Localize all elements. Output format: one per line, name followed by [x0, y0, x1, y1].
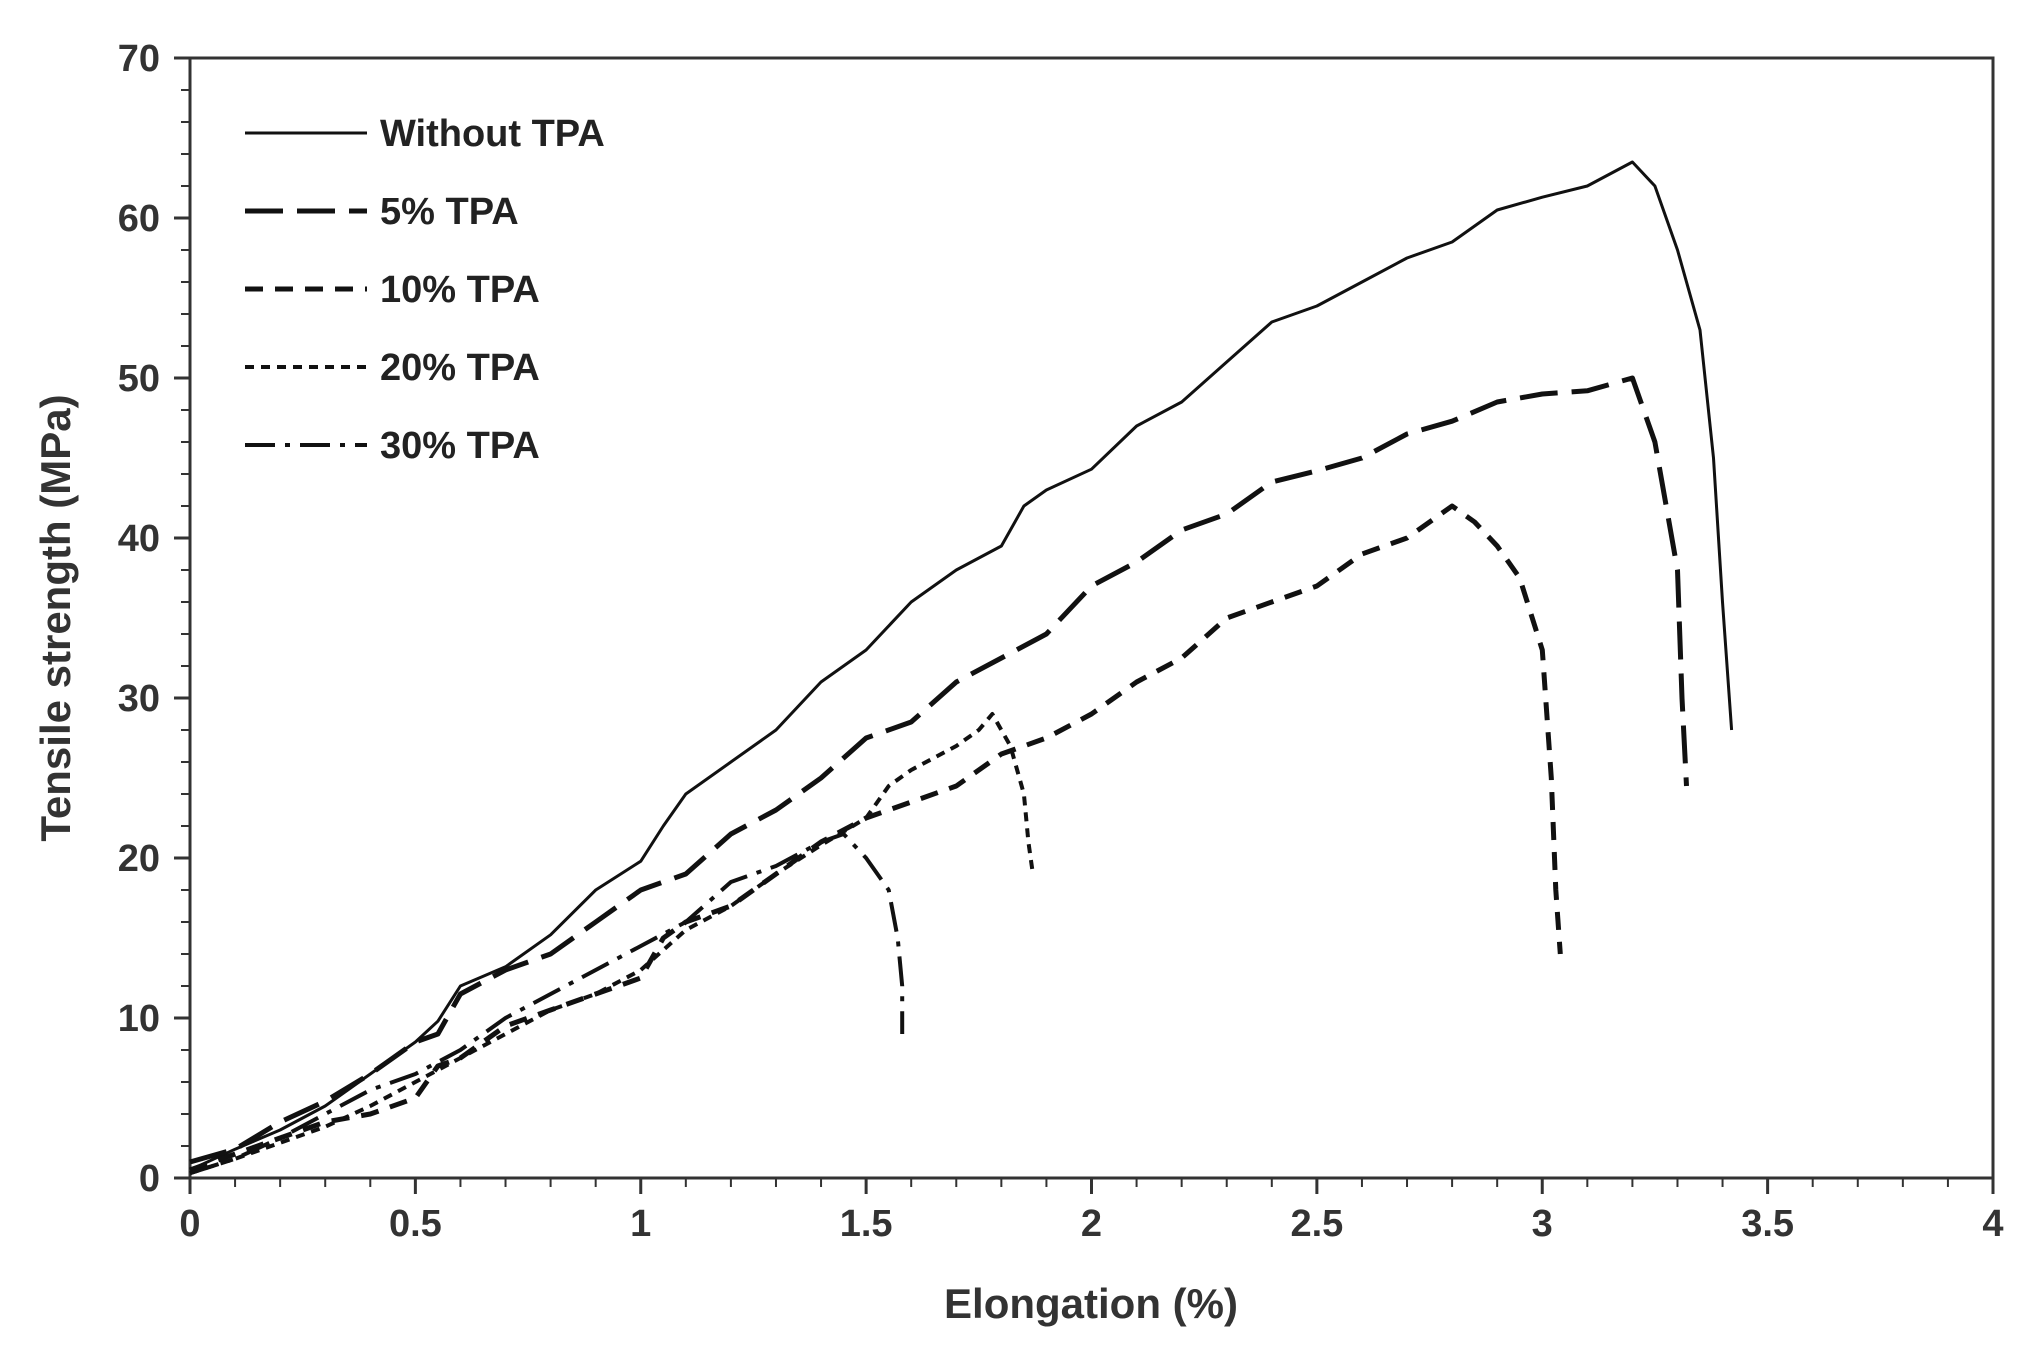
series-line-3 [189, 712, 1035, 1176]
y-tick-label: 20 [118, 838, 160, 880]
x-tick-label: 3 [1532, 1203, 1553, 1245]
y-axis-ticks: 0 10 20 30 40 50 60 70 [118, 38, 190, 1200]
series-lines [189, 160, 1734, 1176]
y-tick-label: 50 [118, 358, 160, 400]
legend-label-1: 5% TPA [380, 191, 519, 233]
x-tick-label: 2 [1081, 1203, 1102, 1245]
x-tick-label: 2.5 [1290, 1203, 1343, 1245]
x-tick-label: 3.5 [1741, 1203, 1794, 1245]
series-line-2 [189, 503, 1563, 1173]
legend-label-3: 20% TPA [380, 347, 540, 389]
series-line-4 [189, 832, 905, 1176]
legend-label-4: 30% TPA [380, 425, 540, 467]
y-tick-label: 60 [118, 198, 160, 240]
x-tick-label: 1 [630, 1203, 651, 1245]
y-tick-label: 30 [118, 678, 160, 720]
y-tick-label: 10 [118, 998, 160, 1040]
x-tick-label: 4 [1982, 1203, 2003, 1245]
y-tick-label: 0 [139, 1158, 160, 1200]
y-tick-label: 40 [118, 518, 160, 560]
legend-label-0: Without TPA [380, 113, 605, 155]
x-tick-label: 1.5 [840, 1203, 893, 1245]
legend: Without TPA 5% TPA 10% TPA 20% TPA 30% TPA [245, 113, 605, 467]
x-axis-ticks: 0 0.5 1 1.5 2 2.5 3 3.5 4 [179, 1178, 2004, 1245]
y-axis-title: Tensile strength (MPa) [32, 394, 79, 841]
series-line-0 [189, 160, 1734, 1172]
legend-label-2: 10% TPA [380, 269, 540, 311]
y-tick-label: 70 [118, 38, 160, 80]
x-tick-label: 0 [179, 1203, 200, 1245]
x-tick-label: 0.5 [389, 1203, 442, 1245]
series-line-1 [189, 375, 1689, 1165]
x-axis-title: Elongation (%) [944, 1280, 1238, 1327]
